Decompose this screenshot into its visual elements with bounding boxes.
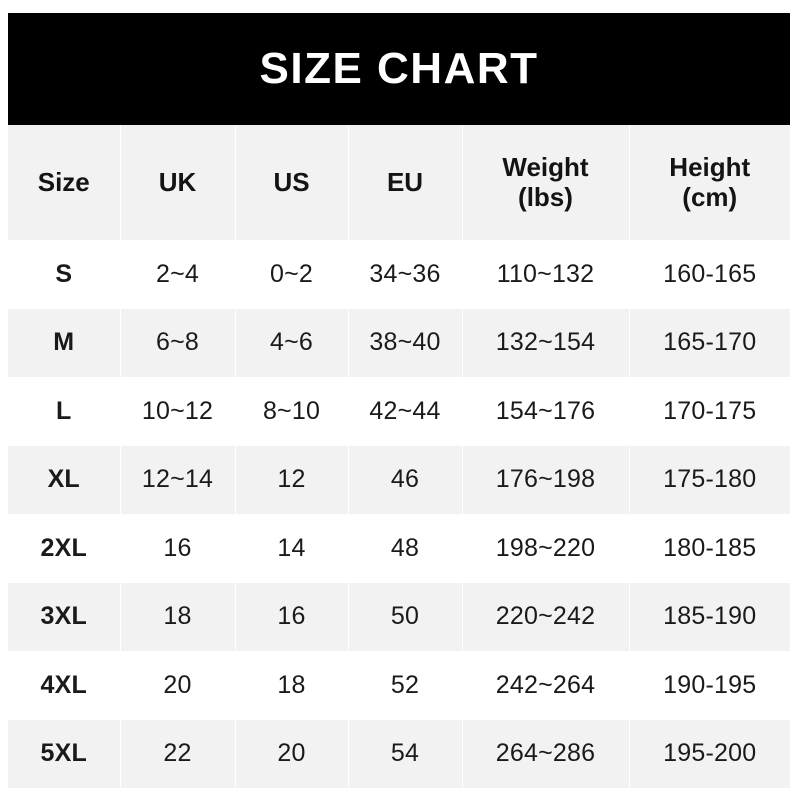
cell-eu: 38~40 [348, 308, 463, 377]
table-row: 2XL 16 14 48 198~220 180-185 [8, 514, 790, 583]
cell-uk: 6~8 [120, 308, 236, 377]
cell-height: 160-165 [663, 259, 757, 288]
column-header-eu: EU [348, 125, 463, 240]
cell-weight: 220~242 [462, 582, 630, 651]
cell-us: 8~10 [235, 377, 349, 446]
cell-eu: 48 [348, 514, 463, 583]
cell-uk: 18 [120, 582, 236, 651]
column-header-weight-line2: (lbs) [518, 181, 573, 212]
cell-weight: 242~264 [462, 651, 630, 720]
column-header-us-line1: US [273, 166, 310, 197]
cell-uk: 20 [120, 651, 236, 720]
cell-uk: 16 [120, 514, 236, 583]
cell-eu: 46 [348, 445, 463, 514]
cell-height: 165-170 [663, 328, 757, 357]
cell-us: 4~6 [235, 308, 349, 377]
column-header-weight: Weight (lbs) [462, 125, 630, 240]
cell-weight: 110~132 [462, 240, 630, 309]
cell-size: 3XL [8, 582, 121, 651]
table-row: S 2~4 0~2 34~36 110~132 160-165 [8, 240, 790, 309]
column-header-height: Height (cm) [629, 125, 790, 240]
cell-weight: 154~176 [462, 377, 630, 446]
cell-us: 18 [235, 651, 349, 720]
cell-height: 175-180 [663, 465, 757, 494]
cell-size: 5XL [8, 719, 121, 788]
cell-weight: 264~286 [462, 719, 630, 788]
table-row: 3XL 18 16 50 220~242 185-190 [8, 582, 790, 651]
table-row: 4XL 20 18 52 242~264 190-195 [8, 651, 790, 720]
cell-height: 180-185 [663, 533, 757, 562]
cell-size: L [8, 377, 121, 446]
cell-us: 16 [235, 582, 349, 651]
cell-height: 195-200 [663, 739, 757, 768]
cell-eu: 42~44 [348, 377, 463, 446]
table-body: S 2~4 0~2 34~36 110~132 160-165 M 6~8 4~6 38~40 13… [8, 240, 790, 788]
column-header-us: US [235, 125, 349, 240]
cell-us: 14 [235, 514, 349, 583]
table-row: 5XL 22 20 54 264~286 195-200 [8, 719, 790, 788]
cell-weight: 198~220 [462, 514, 630, 583]
cell-uk: 12~14 [120, 445, 236, 514]
cell-height: 185-190 [663, 602, 757, 631]
cell-height: 170-175 [663, 396, 757, 425]
cell-uk: 22 [120, 719, 236, 788]
cell-size: XL [8, 445, 121, 514]
cell-eu: 52 [348, 651, 463, 720]
table-header-row: Size UK US EU Weight (lbs) Height (cm) [8, 125, 790, 240]
cell-us: 0~2 [235, 240, 349, 309]
size-chart-table: Size UK US EU Weight (lbs) Height (cm) [8, 125, 790, 788]
cell-us: 20 [235, 719, 349, 788]
column-header-height-line1: Height [669, 151, 751, 182]
page-title: SIZE CHART [259, 44, 539, 93]
table-row: M 6~8 4~6 38~40 132~154 165-170 [8, 308, 790, 377]
cell-weight: 176~198 [462, 445, 630, 514]
cell-weight: 132~154 [462, 308, 630, 377]
column-header-eu-line1: EU [386, 166, 424, 197]
cell-size: M [8, 308, 121, 377]
table-row: L 10~12 8~10 42~44 154~176 170-175 [8, 377, 790, 446]
cell-eu: 54 [348, 719, 463, 788]
column-header-height-line2: (cm) [682, 181, 738, 212]
cell-eu: 34~36 [348, 240, 463, 309]
column-header-uk: UK [120, 125, 236, 240]
cell-size: 4XL [8, 651, 121, 720]
cell-size: 2XL [8, 514, 121, 583]
table-row: XL 12~14 12 46 176~198 175-180 [8, 445, 790, 514]
cell-height: 190-195 [663, 670, 757, 699]
title-banner: SIZE CHART [8, 13, 790, 125]
column-header-size: Size [8, 125, 121, 240]
cell-eu: 50 [348, 582, 463, 651]
column-header-weight-line1: Weight [502, 151, 589, 182]
column-header-size-line1: Size [37, 166, 90, 197]
cell-size: S [8, 240, 121, 309]
cell-us: 12 [235, 445, 349, 514]
cell-uk: 10~12 [120, 377, 236, 446]
cell-uk: 2~4 [120, 240, 236, 309]
column-header-uk-line1: UK [158, 166, 197, 197]
